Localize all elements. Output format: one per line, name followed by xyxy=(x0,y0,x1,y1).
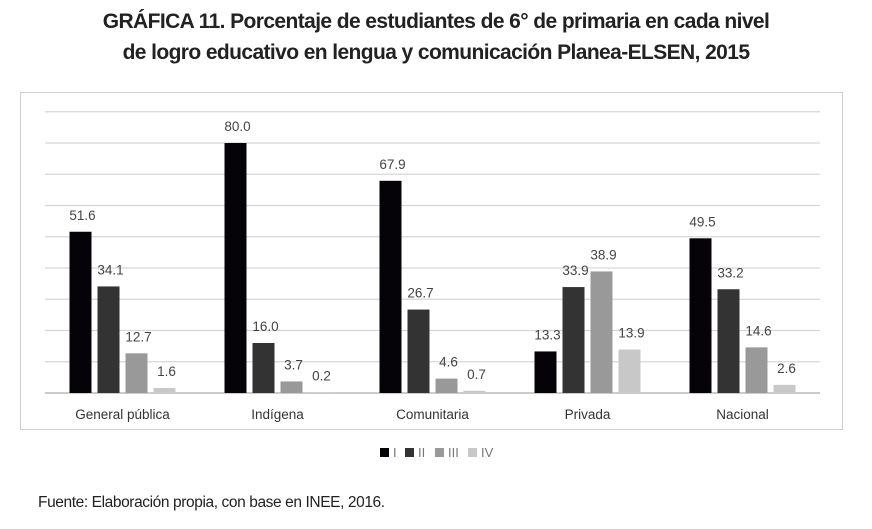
category-label: Nacional xyxy=(716,407,769,422)
bar xyxy=(534,351,557,393)
data-label: 13.9 xyxy=(618,326,644,341)
data-label: 2.6 xyxy=(777,361,796,376)
data-label: 14.6 xyxy=(745,323,771,338)
data-label: 49.5 xyxy=(689,214,715,229)
bar xyxy=(125,353,148,393)
category-label: Indígena xyxy=(251,407,304,422)
data-label: 26.7 xyxy=(407,286,433,301)
data-label: 3.7 xyxy=(284,357,303,372)
data-label: 0.2 xyxy=(312,368,331,383)
legend-label: IV xyxy=(481,445,494,460)
bar xyxy=(773,384,796,393)
data-label: 33.9 xyxy=(562,263,588,278)
bar xyxy=(435,378,458,393)
bar xyxy=(379,180,402,393)
data-label: 1.6 xyxy=(157,364,176,379)
bar xyxy=(69,231,92,393)
data-label: 38.9 xyxy=(590,247,616,262)
bar xyxy=(280,381,303,393)
bar xyxy=(745,347,768,393)
legend-label: I xyxy=(393,445,397,460)
bar xyxy=(590,271,613,393)
chart-frame xyxy=(20,92,843,430)
category-label: Comunitaria xyxy=(396,407,469,422)
bar xyxy=(689,238,712,393)
legend-label: II xyxy=(418,445,425,460)
data-label: 51.6 xyxy=(69,208,95,223)
data-label: 0.7 xyxy=(467,367,486,382)
bar xyxy=(153,388,176,393)
legend-label: III xyxy=(448,445,459,460)
data-label: 12.7 xyxy=(125,329,151,344)
bar xyxy=(618,349,641,393)
data-label: 80.0 xyxy=(224,119,250,134)
legend-swatch xyxy=(405,448,414,457)
bar xyxy=(97,286,120,393)
category-label: General pública xyxy=(75,407,170,422)
legend-swatch xyxy=(468,448,477,457)
bar xyxy=(717,289,740,393)
title-line-1: GRÁFICA 11. Porcentaje de estudiantes de… xyxy=(102,10,770,33)
legend-swatch xyxy=(435,448,444,457)
bar xyxy=(224,143,247,393)
bar xyxy=(308,392,331,393)
source-note: Fuente: Elaboración propia, con base en … xyxy=(38,494,385,511)
data-label: 34.1 xyxy=(97,262,123,277)
category-label: Privada xyxy=(565,407,611,422)
bar xyxy=(407,309,430,393)
bar xyxy=(463,390,486,393)
data-label: 13.3 xyxy=(534,327,560,342)
title-line-2: de logro educativo en lengua y comunicac… xyxy=(122,41,750,64)
bar xyxy=(562,287,585,393)
data-label: 67.9 xyxy=(379,157,405,172)
data-label: 4.6 xyxy=(439,355,458,370)
data-label: 16.0 xyxy=(252,319,278,334)
chart-title: GRÁFICA 11. Porcentaje de estudiantes de… xyxy=(0,6,872,68)
legend-swatch xyxy=(380,448,389,457)
bar xyxy=(252,343,275,393)
data-label: 33.2 xyxy=(717,265,743,280)
